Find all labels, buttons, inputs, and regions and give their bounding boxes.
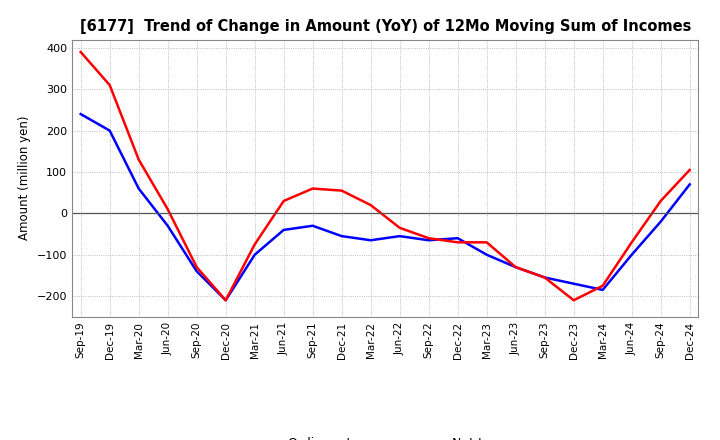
Line: Ordinary Income: Ordinary Income xyxy=(81,114,690,300)
Ordinary Income xyxy=(76,111,85,117)
Title: [6177]  Trend of Change in Amount (YoY) of 12Mo Moving Sum of Incomes: [6177] Trend of Change in Amount (YoY) o… xyxy=(79,19,691,34)
Net Income xyxy=(251,242,259,247)
Ordinary Income xyxy=(395,234,404,239)
Ordinary Income xyxy=(598,287,607,293)
Ordinary Income xyxy=(105,128,114,133)
Ordinary Income xyxy=(570,281,578,286)
Ordinary Income xyxy=(163,223,172,228)
Net Income xyxy=(395,225,404,231)
Net Income xyxy=(163,207,172,212)
Ordinary Income xyxy=(685,182,694,187)
Net Income xyxy=(482,240,491,245)
Ordinary Income xyxy=(482,252,491,257)
Ordinary Income xyxy=(221,297,230,303)
Ordinary Income xyxy=(135,186,143,191)
Ordinary Income xyxy=(251,252,259,257)
Net Income xyxy=(76,49,85,55)
Legend: Ordinary Income, Net Income: Ordinary Income, Net Income xyxy=(241,432,529,440)
Ordinary Income xyxy=(424,238,433,243)
Net Income xyxy=(366,202,375,208)
Ordinary Income xyxy=(192,269,201,274)
Net Income xyxy=(570,297,578,303)
Net Income xyxy=(308,186,317,191)
Ordinary Income xyxy=(454,235,462,241)
Net Income xyxy=(279,198,288,204)
Ordinary Income xyxy=(338,234,346,239)
Ordinary Income xyxy=(657,219,665,224)
Net Income xyxy=(424,235,433,241)
Ordinary Income xyxy=(511,264,520,270)
Net Income xyxy=(511,264,520,270)
Net Income xyxy=(454,240,462,245)
Ordinary Income xyxy=(366,238,375,243)
Ordinary Income xyxy=(627,252,636,257)
Net Income xyxy=(627,240,636,245)
Net Income xyxy=(338,188,346,193)
Net Income xyxy=(105,82,114,88)
Net Income xyxy=(221,297,230,303)
Net Income xyxy=(135,157,143,162)
Net Income xyxy=(598,283,607,288)
Net Income xyxy=(685,167,694,172)
Y-axis label: Amount (million yen): Amount (million yen) xyxy=(18,116,31,240)
Ordinary Income xyxy=(541,275,549,280)
Net Income xyxy=(657,198,665,204)
Net Income xyxy=(192,264,201,270)
Ordinary Income xyxy=(308,223,317,228)
Line: Net Income: Net Income xyxy=(81,52,690,300)
Ordinary Income xyxy=(279,227,288,233)
Net Income xyxy=(541,275,549,280)
